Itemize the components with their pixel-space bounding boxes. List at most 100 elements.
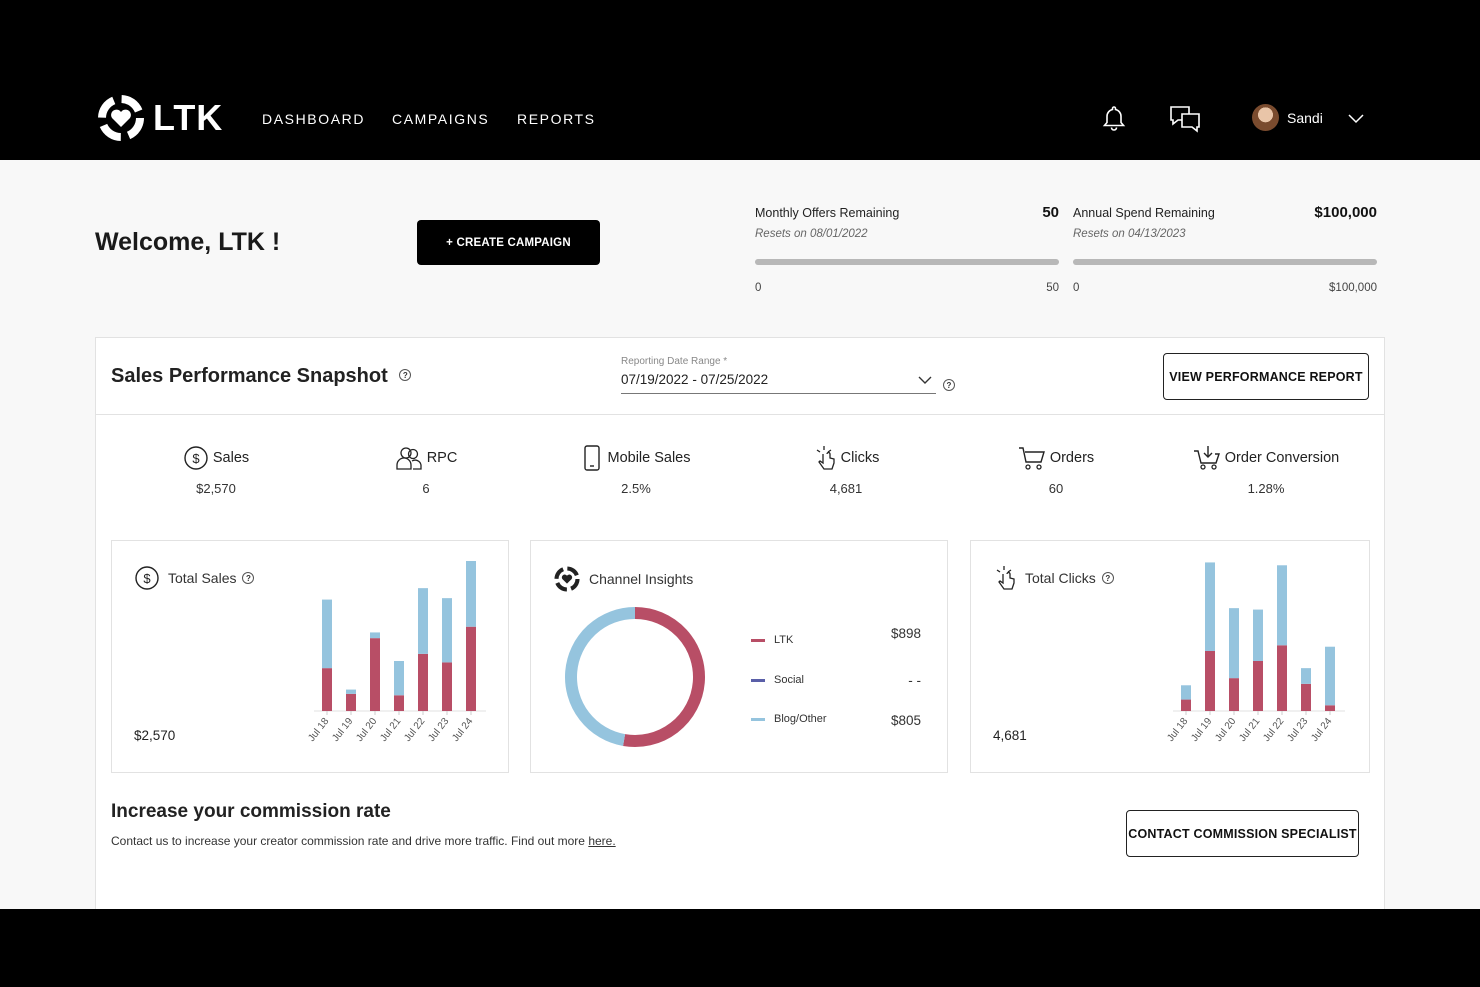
meter-value: 50	[1042, 204, 1059, 221]
x-tick-label: Jul 19	[330, 716, 355, 744]
brand-logo[interactable]: LTK	[97, 95, 223, 141]
stat-label: Clicks	[840, 450, 880, 466]
legend-label: Social	[774, 674, 804, 686]
brand-name: LTK	[153, 97, 224, 138]
help-icon[interactable]: ?	[1101, 572, 1114, 584]
bar-segment	[1253, 609, 1263, 661]
dollar-circle-icon: $	[184, 446, 208, 470]
meter-reset-date: Resets on 08/01/2022	[755, 228, 868, 240]
bar-segment	[1277, 645, 1287, 711]
meter-min: 0	[755, 282, 762, 294]
stat-value: 60	[1048, 481, 1064, 496]
commission-title: Increase your commission rate	[111, 801, 391, 822]
chevron-down-icon	[918, 376, 932, 384]
mobile-phone-icon	[584, 445, 601, 471]
stat-label: RPC	[426, 450, 458, 466]
nav-reports[interactable]: REPORTS	[517, 111, 596, 127]
stat-value: 6	[422, 481, 430, 496]
x-tick-label: Jul 18	[306, 716, 331, 744]
legend-label: LTK	[774, 634, 794, 646]
help-icon[interactable]: ?	[242, 572, 255, 584]
legend-swatch	[751, 638, 765, 642]
total-sales-card: $ Total Sales ? Jul 18 Jul 19 Jul 20 Jul 21…	[111, 540, 509, 773]
letterbox-top	[0, 0, 1480, 78]
nav-dashboard[interactable]: DASHBOARD	[262, 111, 366, 127]
x-tick-label: Jul 22	[1261, 716, 1286, 744]
date-range-text: 07/19/2022 - 07/25/2022	[621, 372, 769, 387]
sales-performance-panel: Sales Performance Snapshot ? Reporting D…	[95, 337, 1385, 909]
x-tick-label: Jul 24	[450, 716, 475, 744]
stat-value: 1.28%	[1247, 481, 1285, 496]
bar-segment	[1253, 661, 1263, 711]
donut-slice-ltk	[623, 607, 705, 747]
bar-segment	[346, 689, 356, 694]
x-tick-label: Jul 23	[1285, 716, 1310, 744]
meter-max: 50	[1046, 282, 1059, 294]
avatar	[1252, 104, 1279, 131]
bar-segment	[1325, 646, 1335, 706]
bar-segment	[1181, 699, 1191, 711]
bar-segment	[1325, 705, 1335, 711]
meter-reset-date: Resets on 04/13/2023	[1073, 228, 1186, 240]
chat-icon[interactable]	[1168, 102, 1202, 134]
date-range-value[interactable]: 07/19/2022 - 07/25/2022	[621, 372, 936, 394]
meter-value: $100,000	[1314, 204, 1377, 221]
bell-icon[interactable]	[1098, 102, 1130, 134]
bar-segment	[1301, 683, 1311, 711]
bar-segment	[466, 626, 476, 711]
x-tick-label: Jul 21	[378, 716, 403, 744]
cart-download-icon	[1193, 446, 1220, 470]
stat-value: 4,681	[829, 481, 863, 496]
donut-slice-blog-other	[565, 607, 636, 746]
stat-orders: Orders 60	[956, 444, 1156, 496]
date-help-icon[interactable]: ?	[943, 379, 955, 391]
create-campaign-button[interactable]: + CREATE CAMPAIGN	[417, 220, 600, 265]
bar-segment	[418, 653, 428, 711]
bar-segment	[322, 668, 332, 711]
dollar-circle-icon: $	[135, 566, 159, 590]
commission-description: Contact us to increase your creator comm…	[111, 834, 589, 848]
legend-item-social: Social - -	[751, 673, 921, 688]
stat-label: Order Conversion	[1224, 450, 1340, 466]
view-performance-report-button[interactable]: VIEW PERFORMANCE REPORT	[1163, 353, 1369, 400]
total-clicks-card: Total Clicks ? Jul 18 Jul 19 Jul 20 Jul 21 J…	[970, 540, 1370, 773]
bar-segment	[1301, 668, 1311, 684]
contact-commission-specialist-button[interactable]: CONTACT COMMISSION SPECIALIST	[1126, 810, 1359, 857]
meter-fill	[1073, 259, 1377, 265]
x-tick-label: Jul 19	[1189, 716, 1214, 744]
legend-item-blog-other: Blog/Other $805	[751, 713, 921, 728]
bar-segment	[346, 693, 356, 711]
bar-segment	[1229, 608, 1239, 679]
stat-sales: $ Sales $2,570	[116, 444, 316, 496]
date-range-select[interactable]: Reporting Date Range * 07/19/2022 - 07/2…	[621, 356, 936, 394]
bar-segment	[394, 695, 404, 711]
bar-segment	[442, 598, 452, 663]
stat-label: Sales	[212, 450, 250, 466]
bar-segment	[1181, 685, 1191, 700]
nav-campaigns[interactable]: CAMPAIGNS	[392, 111, 490, 127]
x-tick-label: Jul 23	[426, 716, 451, 744]
svg-text:$: $	[192, 451, 200, 466]
click-pointer-icon	[996, 566, 1015, 590]
stat-mobile-sales: Mobile Sales 2.5%	[536, 444, 736, 496]
user-menu[interactable]: Sandi	[1252, 104, 1365, 131]
x-tick-label: Jul 21	[1237, 716, 1262, 744]
stat-clicks: Clicks 4,681	[746, 444, 946, 496]
bar-segment	[1229, 678, 1239, 711]
ltk-logo-icon	[554, 566, 580, 592]
x-tick-label: Jul 18	[1165, 716, 1190, 744]
legend-label: Blog/Other	[774, 713, 827, 725]
bar-segment	[418, 588, 428, 654]
date-range-label: Reporting Date Range *	[621, 356, 728, 367]
stat-value: 2.5%	[621, 481, 651, 496]
bar-segment	[370, 638, 380, 711]
users-icon	[396, 447, 422, 470]
x-tick-label: Jul 24	[1309, 716, 1334, 744]
commission-here-link[interactable]: here.	[588, 834, 616, 848]
stat-order-conversion: Order Conversion 1.28%	[1166, 444, 1366, 496]
legend-value: $898	[890, 626, 921, 641]
card-title: Total Sales	[168, 570, 237, 586]
legend-swatch	[751, 678, 765, 682]
help-icon[interactable]: ?	[399, 369, 412, 381]
